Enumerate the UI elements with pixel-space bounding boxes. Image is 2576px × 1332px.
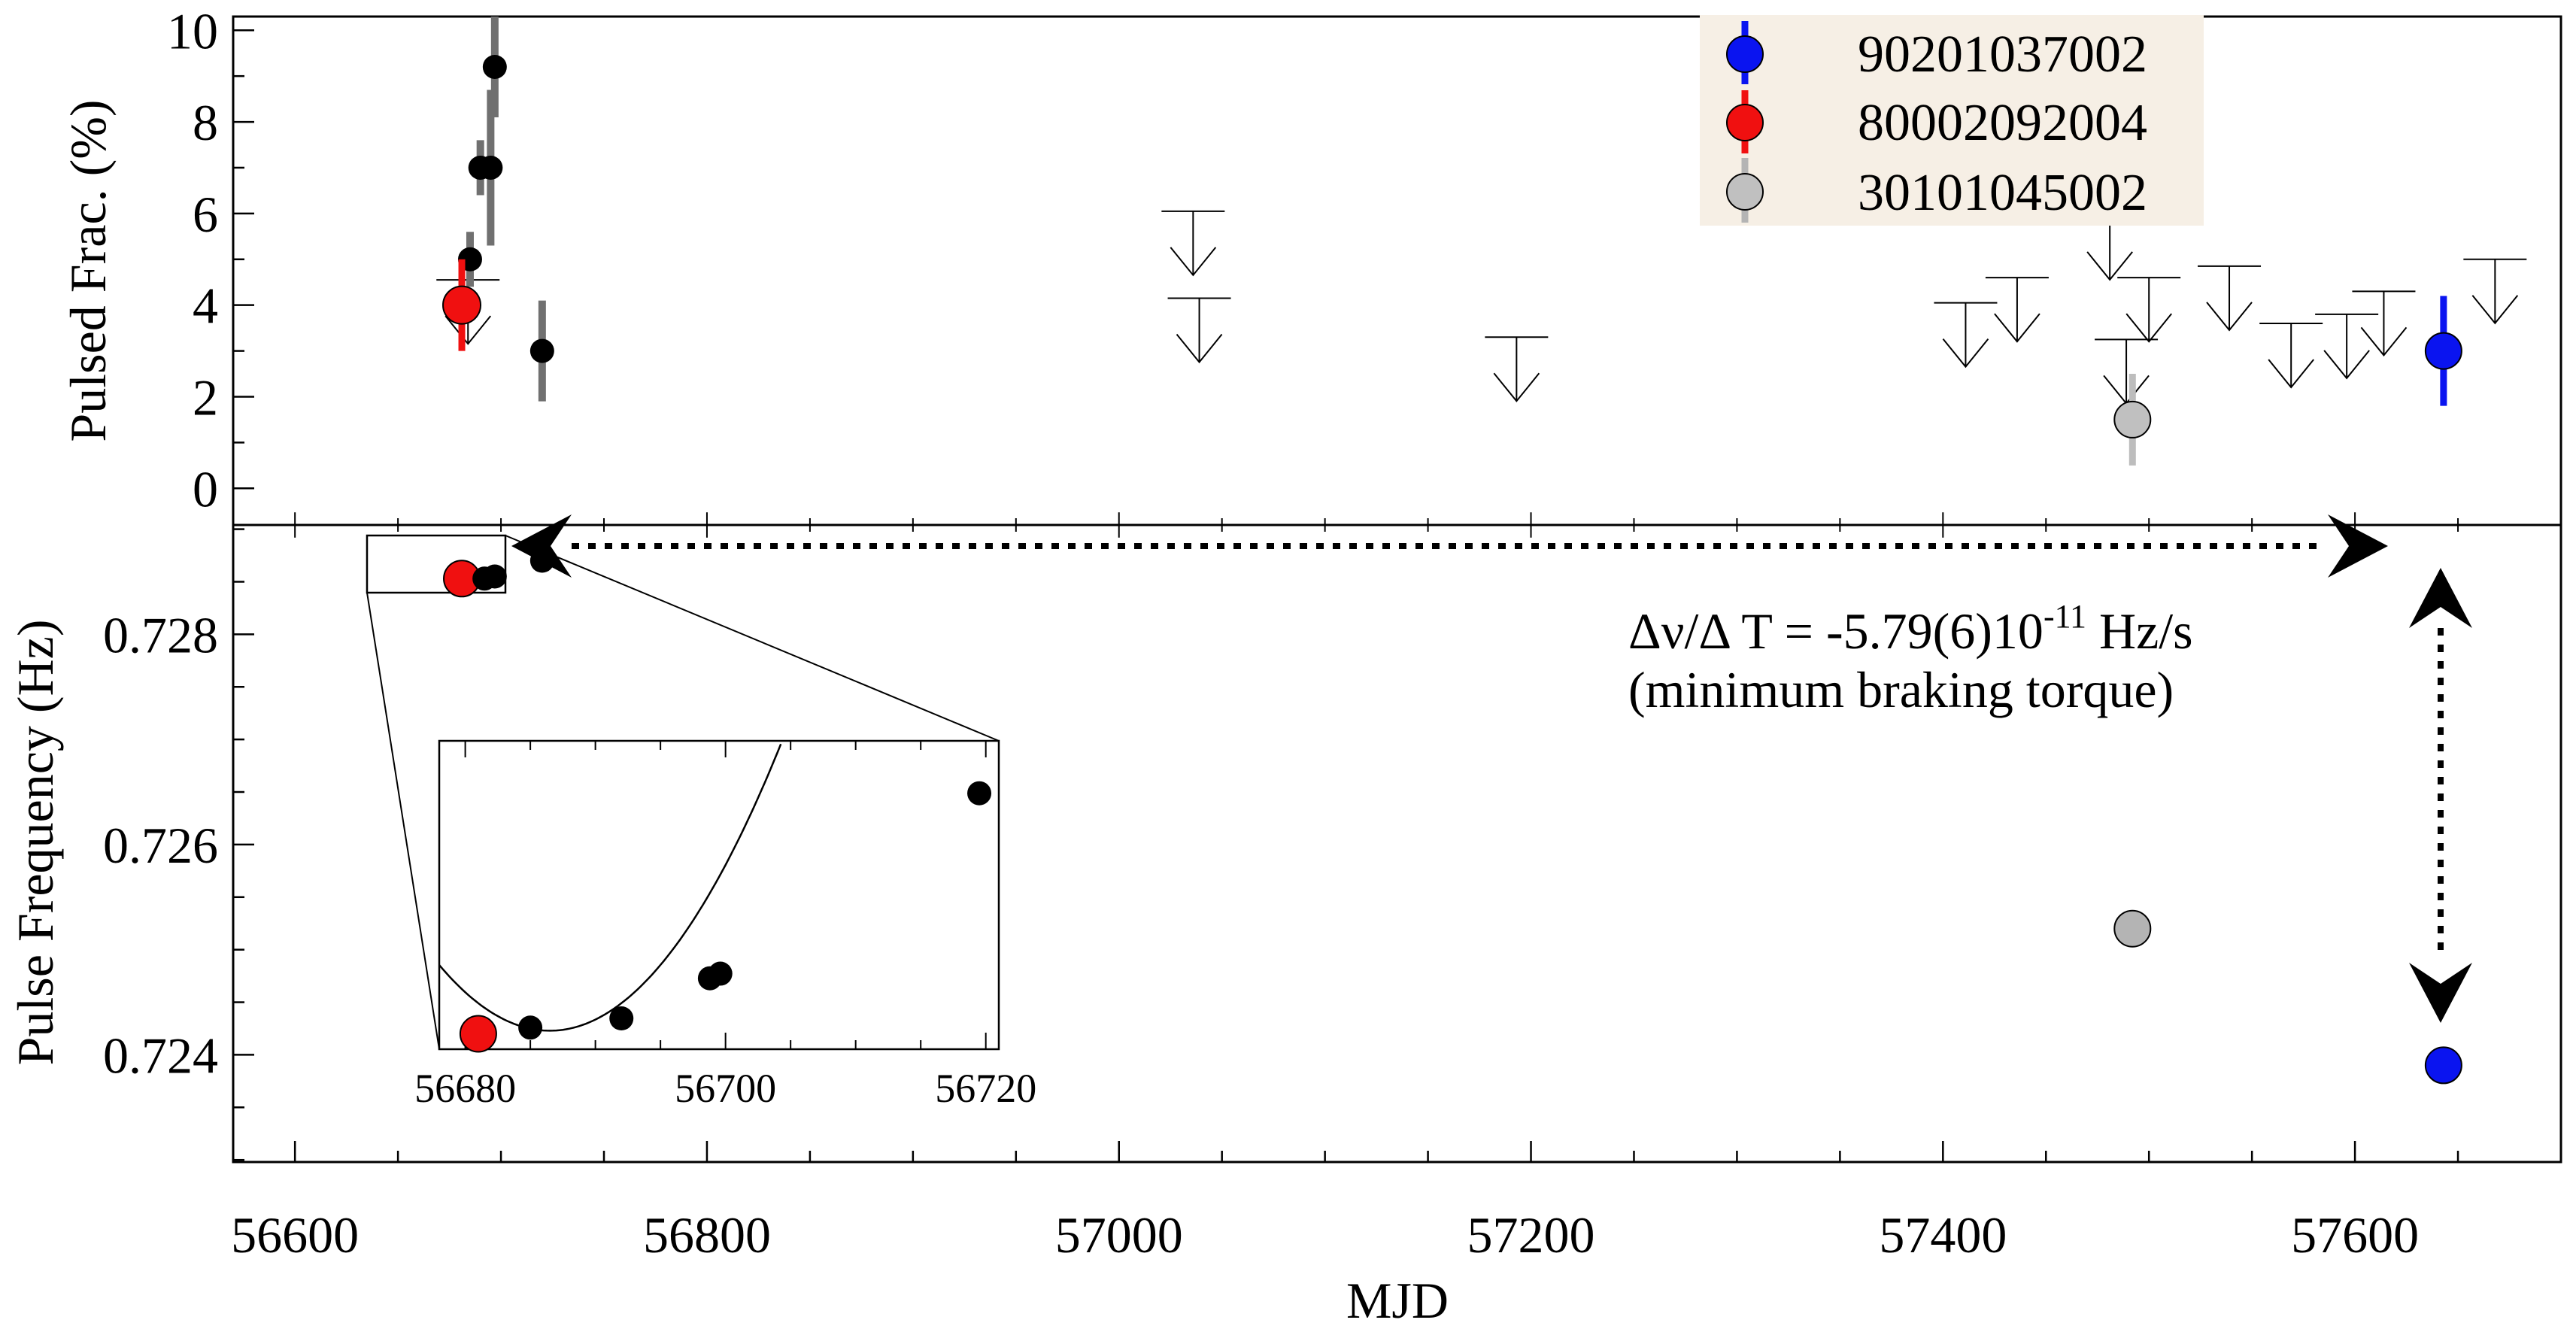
- x-tick-label: 57400: [1879, 1206, 2007, 1264]
- legend-marker-blue: [1726, 35, 1764, 73]
- upper-limit-arrow: [445, 315, 492, 345]
- upper-limit-arrow: [1942, 338, 1989, 369]
- inset-x-tick-label: 56700: [675, 1066, 776, 1111]
- bottom-panel: 56600 56800 57000 57200 57400 57600 0.724 0.726…: [103, 514, 2562, 1264]
- upper-limit-arrow: [1176, 333, 1223, 364]
- upper-limit-arrow: [2471, 295, 2519, 325]
- zoom-connector-right: [505, 535, 1000, 742]
- pf-point-30101045002: [2113, 400, 2152, 438]
- inset-point: [518, 1015, 543, 1040]
- upper-limit-marker: [1167, 297, 1231, 364]
- top-plot-frame: [232, 15, 2562, 526]
- inset-fit-curve: [438, 743, 782, 1032]
- inset-panel: 56680 56700 56720: [414, 739, 1036, 1111]
- y-tick-label-top: 8: [193, 94, 218, 151]
- legend-marker-gray: [1726, 173, 1764, 211]
- x-axis-label: MJD: [1346, 1272, 1449, 1329]
- upper-limit-arrow: [1170, 247, 1217, 277]
- legend-marker-red: [1726, 104, 1764, 141]
- inset-frame: [438, 739, 1000, 1051]
- upper-limit-marker: [1985, 277, 2049, 343]
- legend-box: [1700, 15, 2204, 226]
- pf-point-90201037002: [2424, 332, 2462, 370]
- y-tick-label-top: 0: [193, 460, 218, 517]
- upper-limit-marker: [1161, 210, 1225, 277]
- inset-x-tick-label: 56720: [935, 1066, 1036, 1111]
- upper-limit-arrow: [2360, 326, 2408, 357]
- inset-x-tick-label: 56680: [414, 1066, 516, 1111]
- x-tick-label: 56800: [643, 1206, 771, 1264]
- pf-point: [478, 155, 503, 180]
- legend-label-3: 30101045002: [1858, 164, 2147, 222]
- upper-limit-marker: [2259, 323, 2323, 389]
- upper-limit-arrow: [2206, 302, 2253, 332]
- upper-limit-arrow: [1994, 313, 2040, 343]
- annotation-line-2: (minimum braking torque): [1628, 661, 2174, 718]
- arrow-head-right: [2328, 514, 2388, 578]
- legend-label-1: 90201037002: [1858, 26, 2147, 83]
- x-tick-label: 57200: [1467, 1206, 1595, 1264]
- upper-limit-marker: [1934, 302, 1998, 369]
- arrow-head-left: [511, 514, 572, 578]
- inset-point: [609, 1006, 634, 1030]
- upper-limit-arrow: [2323, 350, 2370, 380]
- y-axis-label-bottom: Pulse Frequency (Hz): [7, 620, 64, 1066]
- y-tick-label-bottom: 0.726: [103, 817, 218, 874]
- y-tick-label-top: 4: [193, 278, 218, 335]
- upper-limit-marker: [2198, 265, 2262, 332]
- inset-point: [459, 1015, 497, 1053]
- x-tick-label: 57000: [1055, 1206, 1183, 1264]
- legend: 90201037002 80002092004 30101045002: [1700, 15, 2204, 226]
- arrow-head-up: [2409, 568, 2472, 628]
- freq-point: [2424, 1046, 2462, 1085]
- y-tick-label-bottom: 0.728: [103, 606, 218, 663]
- upper-limit-arrow: [1493, 372, 1540, 402]
- zoom-connector-left: [366, 592, 440, 1050]
- arrow-head-down: [2409, 963, 2472, 1023]
- upper-limit-marker: [2463, 258, 2527, 325]
- inset-point: [967, 781, 992, 806]
- pf-point: [482, 54, 507, 79]
- y-axis-label-top: Pulsed Frac. (%): [59, 99, 117, 441]
- legend-entry-3: 30101045002: [1726, 158, 2147, 223]
- upper-limit-arrow: [2268, 359, 2314, 389]
- y-tick-label-bottom: 0.724: [103, 1027, 218, 1084]
- x-tick-label: 57600: [2291, 1206, 2419, 1264]
- x-tick-label: 56600: [231, 1206, 359, 1264]
- legend-entry-1: 90201037002: [1726, 21, 2147, 84]
- legend-entry-2: 80002092004: [1726, 90, 2147, 153]
- y-tick-label-top: 2: [193, 369, 218, 426]
- upper-limit-marker: [1485, 336, 1549, 402]
- zoom-box: [366, 534, 507, 594]
- freq-point: [2113, 909, 2152, 948]
- freq-point: [482, 564, 507, 589]
- y-tick-label-top: 10: [167, 2, 218, 59]
- bottom-plot-frame: [232, 523, 2562, 1164]
- upper-limit-arrow: [2125, 313, 2172, 343]
- pf-point: [529, 338, 554, 363]
- legend-label-2: 80002092004: [1858, 94, 2147, 152]
- upper-limit-marker: [2117, 277, 2181, 343]
- upper-limit-marker: [2095, 338, 2159, 405]
- pf-point-80002092004: [442, 285, 482, 325]
- upper-limit-arrow: [2086, 251, 2133, 281]
- annotation-line-1: Δν/Δ T = -5.79(6)10-11 Hz/s: [1628, 598, 2193, 660]
- upper-limit-marker: [2352, 290, 2416, 357]
- y-tick-label-top: 6: [193, 186, 218, 243]
- upper-limit-marker: [2315, 313, 2379, 380]
- inset-point: [708, 961, 733, 986]
